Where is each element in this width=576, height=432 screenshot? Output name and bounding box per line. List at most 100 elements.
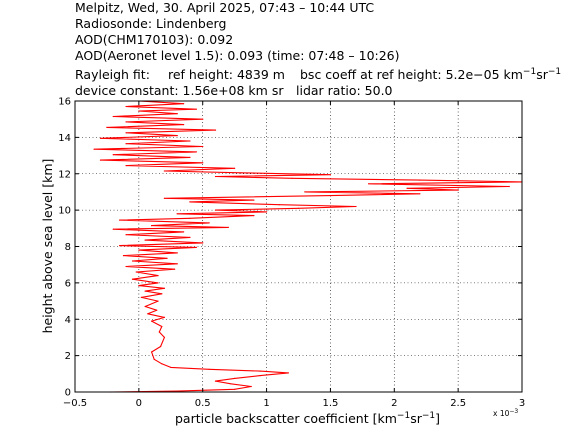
profile-point — [419, 193, 421, 195]
profile-point — [202, 162, 204, 164]
profile-point — [234, 388, 236, 390]
profile-point — [189, 217, 191, 219]
x-multiplier-base: x 10 — [493, 409, 510, 418]
profile-point — [176, 113, 178, 115]
x-axis-label: particle backscatter coefficient [km−1sr… — [175, 411, 440, 426]
profile-point — [266, 211, 268, 213]
profile-point — [125, 234, 127, 236]
profile-point — [368, 183, 370, 185]
profile-point — [163, 170, 165, 172]
profile-point — [119, 219, 121, 221]
bsc-coeff-prefix: bsc coeff at ref height: 5.2e−05 km — [300, 67, 523, 82]
profile-point — [195, 151, 197, 153]
profile-point — [122, 255, 125, 257]
bsc-coeff-unit-sr: sr — [536, 67, 549, 82]
y-tick-label: 12 — [58, 169, 71, 180]
profile-point — [157, 275, 159, 277]
profile-point — [151, 225, 153, 227]
profile-point — [99, 137, 102, 139]
x-tick-label: 2.5 — [450, 398, 466, 409]
profile-point — [183, 124, 185, 126]
x-multiplier: x 10−3 — [493, 408, 518, 418]
profile-point — [259, 370, 261, 372]
profile-point — [189, 156, 191, 158]
profile-point — [156, 309, 158, 311]
profile-point — [158, 331, 160, 333]
x-axis-label-sr: sr — [410, 411, 423, 426]
profile-point — [131, 278, 134, 280]
profile-point — [125, 165, 127, 167]
profile-point — [419, 179, 421, 181]
profile-point — [291, 177, 293, 179]
profile-point — [183, 103, 185, 105]
profile-point — [125, 265, 127, 268]
profile-point — [144, 305, 146, 308]
profile-point — [176, 135, 178, 137]
title-line-3: AOD(CHM170103): 0.092 — [75, 32, 233, 47]
x-tick-label: 0.5 — [195, 398, 211, 409]
title-line-1: Melpitz, Wed, 30. April 2025, 07:43 – 10… — [75, 0, 374, 15]
x-axis-label-exp-2: −1 — [422, 411, 435, 421]
profile-point — [163, 336, 165, 338]
profile-point — [304, 191, 306, 193]
profile-point — [106, 126, 108, 128]
profile-point — [157, 282, 159, 284]
profile-point — [355, 205, 357, 208]
rayleigh-fit-label: Rayleigh fit: — [75, 67, 150, 82]
profile-point — [230, 383, 232, 385]
profile-point — [240, 172, 242, 174]
profile-point — [406, 187, 408, 189]
profile-point — [125, 143, 127, 145]
profile-point — [195, 246, 197, 248]
profile-point — [144, 290, 146, 292]
profile-point — [329, 174, 331, 176]
bsc-coeff-text: bsc coeff at ref height: 5.2e−05 km−1sr−… — [300, 67, 561, 82]
profile-point — [93, 148, 95, 150]
profile-point — [157, 300, 159, 302]
x-ticks: −0.5 0 0.5 1 1.5 2 2.5 3 — [63, 101, 525, 409]
profile-point — [250, 385, 252, 388]
profile-point — [138, 249, 140, 251]
profile-point — [234, 167, 236, 169]
profile-point — [131, 260, 134, 262]
profile-point — [208, 368, 210, 370]
y-tick-label: 10 — [58, 206, 71, 217]
profile-point — [161, 325, 163, 328]
y-axis-label: height above sea level [km] — [40, 159, 55, 334]
profile-point — [135, 271, 137, 273]
profile-point — [170, 366, 172, 368]
profile-point — [214, 209, 217, 211]
profile-point — [253, 199, 255, 201]
profile-point — [457, 189, 459, 191]
x-tick-label: 2 — [391, 398, 397, 409]
y-tick-label: 8 — [65, 242, 71, 253]
x-axis-label-main: particle backscatter coefficient [km — [175, 411, 397, 426]
profile-point — [138, 110, 140, 112]
profile-point — [151, 351, 153, 353]
profile-point — [202, 118, 204, 120]
profile-point — [202, 145, 204, 148]
profile-point — [176, 263, 178, 265]
profile-point — [508, 185, 510, 188]
y-ticks: 0 2 4 6 8 10 12 14 16 — [58, 97, 522, 399]
profile-point — [119, 245, 121, 247]
profile-point — [189, 236, 191, 238]
profile-point — [176, 390, 178, 392]
profile-point — [163, 316, 165, 318]
profile-point — [125, 121, 127, 123]
profile-point — [329, 195, 331, 197]
profile-point — [140, 296, 142, 298]
profile-point — [153, 358, 155, 360]
profile-point — [176, 252, 178, 254]
x-tick-label: −0.5 — [63, 398, 87, 409]
profile-point — [253, 215, 255, 217]
profile-point — [147, 313, 149, 315]
y-tick-label: 0 — [65, 388, 71, 399]
profile-point — [287, 372, 289, 374]
x-axis-label-exp-1: −1 — [397, 411, 410, 421]
profile-point — [151, 320, 153, 322]
y-tick-label: 2 — [65, 351, 71, 362]
x-tick-label: 1 — [263, 398, 269, 409]
y-tick-label: 16 — [58, 97, 71, 108]
profile-point — [189, 201, 191, 203]
